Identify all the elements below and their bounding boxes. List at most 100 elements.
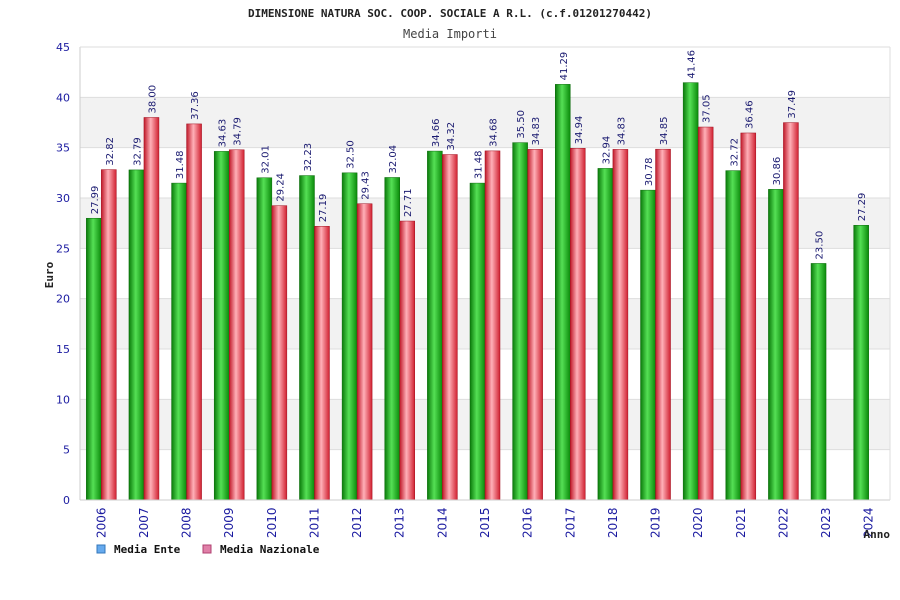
bar-media-ente-2015 [469, 182, 486, 501]
x-tick-label: 2015 [478, 507, 492, 538]
x-tick-label: 2012 [350, 507, 364, 538]
x-tick-label: 2019 [649, 507, 663, 538]
bar-media-ente-2013 [384, 177, 400, 501]
bar-media-ente-2014 [427, 150, 443, 501]
axes [79, 46, 891, 501]
data-label: 32.50 [346, 140, 357, 169]
y-tick-label: 15 [56, 343, 70, 356]
data-label: 34.66 [431, 118, 442, 147]
data-label: 32.23 [303, 143, 314, 172]
data-label: 31.48 [474, 150, 485, 179]
x-tick-label: 2018 [606, 507, 620, 538]
data-label: 32.72 [729, 138, 740, 167]
data-label: 29.24 [275, 173, 286, 202]
data-label: 35.50 [516, 110, 527, 139]
x-tick-label: 2016 [521, 507, 535, 538]
x-tick-label: 2024 [862, 507, 876, 538]
x-tick-labels: 2006 2007 2008 2009 2010 2011 2012 2013 2014 2015… [94, 507, 875, 538]
y-tick-label: 25 [56, 242, 70, 255]
bar-media-ente-2006 [86, 217, 102, 501]
data-label: 23.50 [815, 231, 826, 260]
y-tick-label: 45 [56, 41, 70, 54]
bar-media-nazionale-2013 [399, 220, 415, 501]
data-labels: 27.99 32.82 32.79 38.00 31.48 37.36 34.63 34.79… [90, 50, 868, 259]
data-label: 34.83 [531, 117, 542, 146]
bars [86, 82, 869, 501]
data-label: 32.79 [132, 137, 143, 166]
bar-media-ente-2017 [555, 84, 571, 501]
data-label: 34.83 [616, 117, 627, 146]
data-label: 32.04 [388, 145, 399, 174]
legend: Media Ente Media Nazionale [96, 543, 320, 556]
y-tick-labels: 0 5 10 15 20 25 30 35 40 45 [56, 41, 70, 507]
legend-swatch-media-ente [96, 544, 106, 554]
bar-media-ente-2020 [682, 82, 699, 501]
data-label: 41.46 [687, 50, 698, 79]
bar-media-ente-2011 [299, 175, 315, 501]
bar-media-nazionale-2012 [356, 203, 373, 501]
bar-media-nazionale-2016 [527, 149, 543, 501]
bar-media-ente-2009 [213, 151, 230, 501]
bar-media-ente-2010 [256, 177, 273, 501]
x-tick-label: 2021 [734, 507, 748, 538]
chart-subtitle: Media Importi [403, 27, 497, 41]
data-label: 27.71 [403, 188, 414, 217]
data-label: 34.63 [218, 119, 229, 148]
x-tick-label: 2014 [435, 507, 449, 538]
data-label: 41.29 [559, 52, 570, 81]
data-label: 32.82 [105, 137, 116, 166]
data-label: 34.79 [233, 117, 244, 146]
data-label: 37.05 [702, 94, 713, 123]
x-tick-label: 2006 [94, 507, 108, 538]
bar-media-nazionale-2020 [697, 126, 714, 501]
y-tick-label: 10 [56, 393, 70, 406]
bar-media-nazionale-2009 [228, 149, 245, 501]
x-tick-label: 2009 [222, 507, 236, 538]
data-label: 37.49 [787, 90, 798, 119]
chart-title: DIMENSIONE NATURA SOC. COOP. SOCIALE A R… [248, 7, 652, 20]
data-label: 29.43 [361, 171, 372, 200]
y-axis-label: Euro [43, 261, 56, 288]
data-label: 30.86 [772, 157, 783, 186]
bar-media-nazionale-2017 [570, 148, 586, 501]
bar-media-ente-2008 [171, 182, 187, 501]
bar-media-ente-2023 [810, 263, 827, 501]
data-label: 31.48 [175, 150, 186, 179]
bar-media-nazionale-2008 [186, 123, 202, 501]
bar-media-ente-2022 [768, 189, 784, 501]
bar-media-ente-2012 [341, 172, 358, 501]
data-label: 27.29 [857, 193, 868, 222]
bar-media-nazionale-2011 [314, 226, 330, 501]
data-label: 34.85 [659, 117, 670, 146]
data-label: 34.94 [574, 116, 585, 145]
x-tick-label: 2011 [307, 507, 321, 538]
y-tick-label: 40 [56, 91, 70, 104]
data-label: 30.78 [644, 158, 655, 187]
data-label: 32.01 [260, 145, 271, 174]
data-label: 38.00 [147, 85, 158, 114]
legend-label-media-nazionale: Media Nazionale [220, 543, 320, 556]
y-tick-label: 5 [63, 444, 70, 457]
x-tick-label: 2010 [265, 507, 279, 538]
bar-media-nazionale-2015 [484, 150, 501, 501]
x-tick-label: 2013 [393, 507, 407, 538]
data-label: 32.94 [601, 136, 612, 165]
y-tick-label: 35 [56, 142, 70, 155]
y-tick-label: 30 [56, 192, 70, 205]
bar-media-nazionale-2019 [655, 148, 671, 501]
bar-media-ente-2007 [128, 169, 145, 501]
x-tick-label: 2008 [180, 507, 194, 538]
bar-media-nazionale-2021 [740, 132, 757, 501]
y-tick-label: 0 [63, 494, 70, 507]
legend-label-media-ente: Media Ente [114, 543, 181, 556]
bar-media-ente-2018 [597, 168, 614, 501]
x-tick-label: 2017 [563, 507, 577, 538]
data-label: 27.99 [90, 186, 101, 215]
bar-media-nazionale-2014 [442, 154, 458, 501]
bar-media-nazionale-2018 [612, 149, 629, 501]
bar-media-ente-2024 [853, 225, 869, 501]
legend-swatch-media-nazionale [202, 544, 212, 554]
x-tick-label: 2007 [137, 507, 151, 538]
data-label: 27.19 [318, 194, 329, 223]
